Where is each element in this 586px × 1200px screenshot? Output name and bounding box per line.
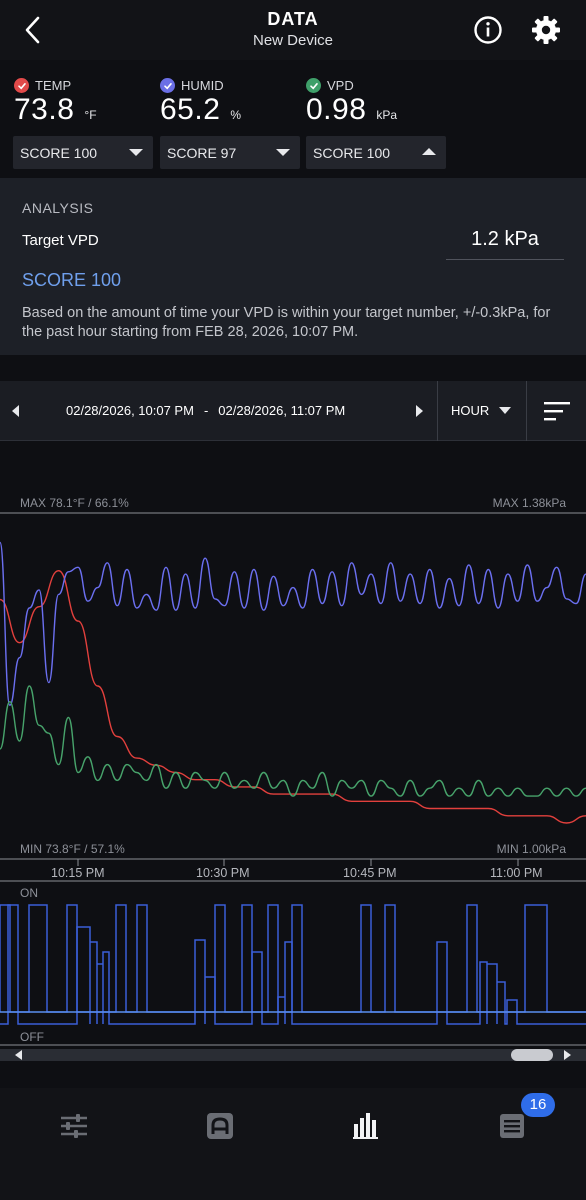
date-range-bar: 02/28/2026, 10:07 PM -02/28/2026, 11:07 P… (0, 381, 586, 441)
date-separator: - (203, 403, 209, 418)
chart-canvas (0, 512, 586, 1046)
check-icon (160, 78, 175, 93)
nav-logs[interactable] (494, 1108, 530, 1144)
humid-label: HUMID (181, 78, 224, 93)
interval-select[interactable]: HOUR (451, 403, 511, 418)
on-label: ON (20, 886, 38, 900)
notification-badge: 16 (521, 1093, 555, 1117)
humid-unit: % (230, 108, 242, 122)
chevron-left-icon (25, 16, 40, 44)
vpd-unit: kPa (376, 108, 398, 122)
humid-value: 65.2 (160, 93, 221, 126)
info-button[interactable] (472, 14, 504, 46)
settings-button[interactable] (530, 14, 562, 46)
analysis-panel: ANALYSIS Target VPD 1.2 kPa SCORE 100 Ba… (0, 178, 586, 355)
analysis-score: SCORE 100 (22, 270, 122, 290)
vpd-value: 0.98 (306, 93, 367, 126)
next-range-arrow-icon[interactable] (416, 405, 423, 417)
chevron-down-icon (276, 149, 290, 156)
chart-scrollbar[interactable] (0, 1044, 586, 1064)
readings-panel: TEMP 73.8 °F HUMID 65.2 % VPD 0.98 kPa (0, 60, 586, 178)
check-icon (14, 78, 29, 93)
x-tick-label: 10:30 PM (196, 866, 250, 880)
date-range[interactable]: 02/28/2026, 10:07 PM -02/28/2026, 11:07 P… (66, 403, 345, 418)
sensor-chart[interactable]: MAX 78.1°F / 66.1% MAX 1.38kPa MIN 73.8°… (0, 442, 586, 1090)
divider (526, 381, 527, 441)
device-a-activity (0, 904, 586, 1013)
humid-series-line (0, 541, 586, 706)
sort-button[interactable] (544, 400, 570, 422)
humid-score-label: SCORE 97 (167, 144, 237, 161)
series-layer (0, 541, 586, 824)
sliders-icon (61, 1114, 87, 1138)
temp-score-select[interactable]: SCORE 100 (13, 136, 153, 169)
sort-lines-icon (544, 402, 570, 421)
humid-score-select[interactable]: SCORE 97 (160, 136, 300, 169)
device-name: New Device (252, 32, 334, 49)
app-header: DATA New Device (0, 0, 586, 60)
date-start: 02/28/2026, 10:07 PM (66, 403, 194, 418)
prev-range-arrow-icon[interactable] (12, 405, 19, 417)
target-vpd-label: Target VPD (22, 232, 99, 249)
analysis-description: Based on the amount of time your VPD is … (22, 305, 551, 340)
automation-icon (207, 1113, 233, 1139)
chevron-down-icon (129, 149, 143, 156)
divider (437, 381, 438, 441)
vpd-score-select[interactable]: SCORE 100 (306, 136, 446, 169)
info-icon (474, 16, 502, 44)
off-label: OFF (20, 1030, 44, 1044)
min-right-label: MIN 1.00kPa (496, 842, 566, 856)
x-tick-label: 10:45 PM (343, 866, 397, 880)
check-icon (306, 78, 321, 93)
temp-unit: °F (84, 108, 97, 122)
date-end: 02/28/2026, 11:07 PM (218, 403, 346, 418)
list-icon (500, 1114, 524, 1138)
target-vpd-input[interactable]: 1.2 kPa (446, 228, 564, 260)
temp-value: 73.8 (14, 93, 75, 126)
vpd-series-line (0, 685, 586, 797)
min-left-label: MIN 73.8°F / 57.1% (20, 842, 125, 856)
analysis-heading: ANALYSIS (22, 200, 94, 216)
chevron-down-icon (499, 407, 511, 414)
gear-icon (532, 16, 560, 44)
back-button[interactable] (18, 14, 50, 46)
scroll-right-icon (564, 1050, 571, 1060)
temp-reading: TEMP 73.8 °F (14, 78, 97, 127)
vpd-reading: VPD 0.98 kPa (306, 78, 397, 127)
x-tick-label: 11:00 PM (490, 866, 543, 880)
humid-reading: HUMID 65.2 % (160, 78, 241, 127)
nav-controls[interactable] (56, 1108, 92, 1144)
max-left-label: MAX 78.1°F / 66.1% (20, 496, 129, 510)
device-activity-layer (0, 904, 586, 1025)
x-tick-marks (77, 859, 519, 866)
nav-automation[interactable] (202, 1108, 238, 1144)
temp-score-label: SCORE 100 (20, 144, 98, 161)
scroll-thumb (511, 1049, 553, 1061)
max-right-label: MAX 1.38kPa (492, 496, 566, 510)
page-title: DATA (267, 9, 319, 29)
bottom-nav (0, 1088, 586, 1200)
interval-label: HOUR (451, 403, 490, 418)
bar-chart-icon (353, 1113, 378, 1139)
scroll-left-icon (15, 1050, 22, 1060)
vpd-label: VPD (327, 78, 354, 93)
device-b-activity (0, 904, 586, 1025)
nav-data[interactable] (348, 1108, 384, 1144)
x-tick-label: 10:15 PM (51, 866, 105, 880)
temp-label: TEMP (35, 78, 72, 93)
vpd-score-label: SCORE 100 (313, 144, 391, 161)
chevron-up-icon (422, 148, 436, 155)
